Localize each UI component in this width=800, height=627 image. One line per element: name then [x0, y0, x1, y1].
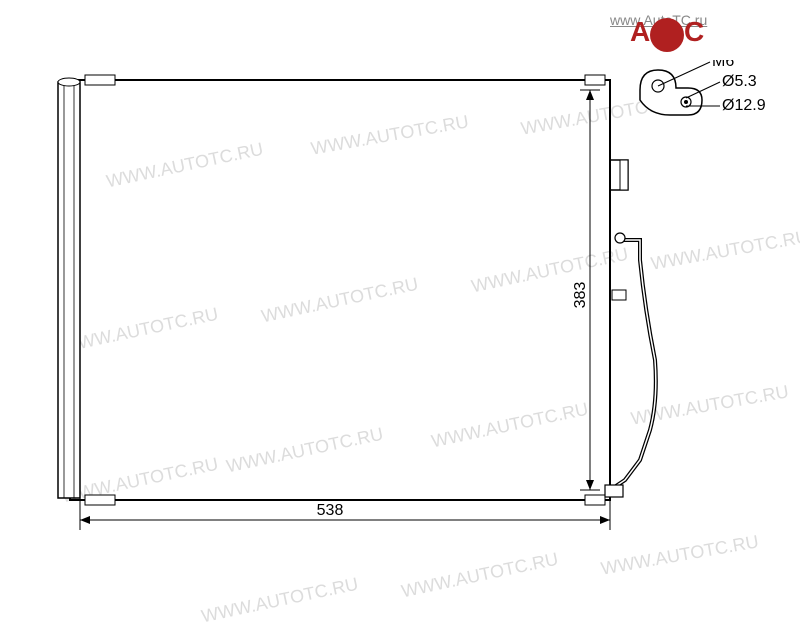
logo-letter-a: A: [630, 16, 650, 48]
dim-width-label: 538: [317, 502, 344, 519]
spec-hole-large: Ø12.9: [722, 97, 766, 114]
logo-letter-c: C: [684, 16, 704, 48]
spec-hole-small: Ø5.3: [722, 73, 757, 90]
dim-height-label: 383: [572, 282, 589, 309]
brand-logo: www.AutoTC.ru A C: [610, 10, 780, 50]
watermark-text: WWW.AUTOTC.RU: [200, 574, 361, 627]
spec-thread: M6: [712, 60, 734, 70]
radiator-diagram: M6 Ø5.3 Ø12.9 538 383: [30, 60, 770, 580]
logo-circle: [650, 18, 684, 52]
radiator-body: [58, 75, 656, 505]
connector-detail: M6 Ø5.3 Ø12.9: [640, 60, 766, 115]
dim-width: 538: [80, 500, 610, 530]
dim-height: 383: [572, 90, 600, 490]
